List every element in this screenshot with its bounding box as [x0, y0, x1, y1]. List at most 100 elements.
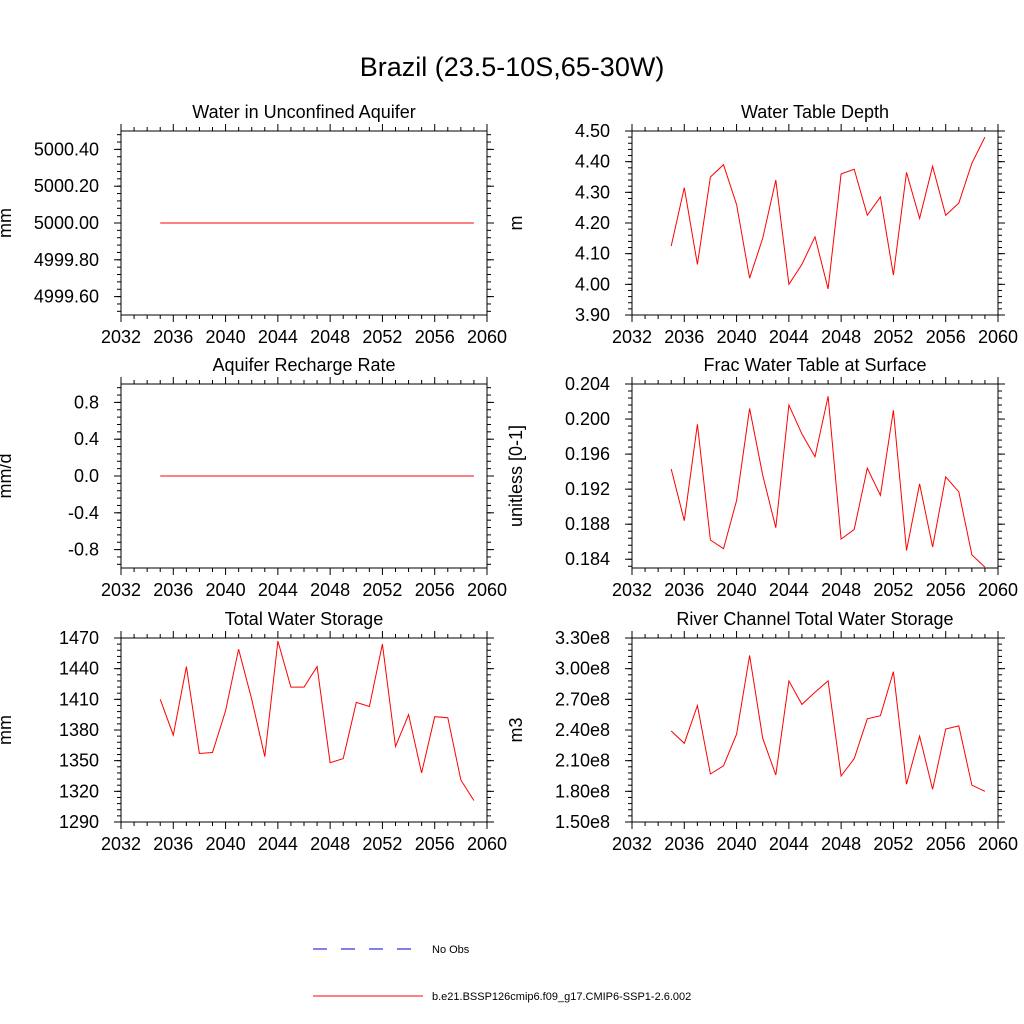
x-tick-label: 2040 — [717, 834, 757, 854]
y-tick-label: -0.4 — [68, 503, 99, 523]
x-tick-label: 2056 — [415, 327, 455, 347]
x-tick-label: 2032 — [612, 580, 652, 600]
y-tick-label: 1440 — [59, 659, 99, 679]
x-tick-label: 2056 — [926, 834, 966, 854]
y-tick-label: 0.188 — [565, 514, 610, 534]
series-line — [670, 655, 986, 792]
y-tick-label: 1.80e8 — [555, 781, 610, 801]
y-axis-label: mm — [0, 208, 15, 238]
x-tick-label: 2048 — [310, 327, 350, 347]
plot-frame — [631, 383, 999, 569]
y-tick-label: 4.00 — [575, 274, 610, 294]
x-tick-label: 2044 — [769, 327, 809, 347]
x-tick-label: 2036 — [153, 327, 193, 347]
chart-panel-3: Aquifer Recharge Rate mm/d 2032 2036 2040 204… — [0, 355, 507, 600]
x-tick-label: 2060 — [978, 834, 1018, 854]
y-tick-label: 1290 — [59, 812, 99, 832]
series-line — [670, 136, 986, 290]
y-tick-label: 4.30 — [575, 182, 610, 202]
x-tick-label: 2052 — [873, 580, 913, 600]
y-tick-label: -0.8 — [68, 540, 99, 560]
y-tick-label: 4999.60 — [34, 287, 99, 307]
panel-title: Total Water Storage — [225, 609, 383, 629]
y-tick-label: 0.204 — [565, 374, 610, 394]
x-tick-label: 2044 — [258, 834, 298, 854]
x-tick-label: 2052 — [873, 327, 913, 347]
x-tick-label: 2048 — [821, 834, 861, 854]
y-tick-label: 0.200 — [565, 409, 610, 429]
x-tick-label: 2044 — [769, 834, 809, 854]
chart-panel-4: Frac Water Table at Surface unitless [0-1… — [506, 355, 1018, 600]
y-tick-label: 1380 — [59, 720, 99, 740]
x-tick-label: 2056 — [415, 580, 455, 600]
y-tick-label: 2.70e8 — [555, 689, 610, 709]
chart-panel-1: Water in Unconfined Aquifer mm 2032 2036 204… — [0, 102, 507, 347]
y-tick-label: 5000.20 — [34, 176, 99, 196]
y-tick-label: 1320 — [59, 781, 99, 801]
y-tick-label: 1470 — [59, 628, 99, 648]
y-tick-label: 0.196 — [565, 444, 610, 464]
panel-title: Frac Water Table at Surface — [703, 355, 926, 375]
y-tick-label: 0.8 — [74, 392, 99, 412]
x-tick-label: 2036 — [153, 834, 193, 854]
x-tick-label: 2056 — [415, 834, 455, 854]
plot-frame — [631, 130, 999, 316]
x-tick-label: 2060 — [467, 327, 507, 347]
y-tick-label: 5000.00 — [34, 213, 99, 233]
x-tick-label: 2048 — [310, 580, 350, 600]
x-tick-label: 2040 — [717, 580, 757, 600]
x-tick-label: 2044 — [258, 580, 298, 600]
x-tick-label: 2040 — [206, 834, 246, 854]
x-tick-label: 2052 — [362, 580, 402, 600]
chart-panel-5: Total Water Storage mm 2032 2036 2040 2044 204… — [0, 609, 507, 854]
y-tick-label: 4.40 — [575, 152, 610, 172]
series-line — [159, 640, 475, 801]
x-tick-label: 2060 — [467, 834, 507, 854]
x-tick-label: 2032 — [101, 327, 141, 347]
y-tick-label: 2.10e8 — [555, 751, 610, 771]
y-tick-label: 1.50e8 — [555, 812, 610, 832]
panel-title: Aquifer Recharge Rate — [212, 355, 395, 375]
y-axis-label: mm/d — [0, 454, 15, 499]
x-tick-label: 2052 — [873, 834, 913, 854]
y-tick-label: 4.20 — [575, 213, 610, 233]
x-tick-label: 2032 — [101, 834, 141, 854]
y-tick-label: 0.0 — [74, 466, 99, 486]
y-axis-label: mm — [0, 715, 15, 745]
panel-title: River Channel Total Water Storage — [676, 609, 953, 629]
y-tick-label: 4.10 — [575, 244, 610, 264]
x-tick-label: 2032 — [612, 327, 652, 347]
chart-panels: Water in Unconfined Aquifer mm 2032 2036 204… — [0, 102, 1018, 854]
y-tick-label: 3.00e8 — [555, 659, 610, 679]
y-axis-label: m3 — [506, 717, 526, 742]
y-tick-label: 1350 — [59, 751, 99, 771]
x-tick-label: 2056 — [926, 327, 966, 347]
y-axis-label: unitless [0-1] — [506, 425, 526, 527]
y-tick-label: 1410 — [59, 689, 99, 709]
x-tick-label: 2032 — [612, 834, 652, 854]
y-tick-label: 0.192 — [565, 479, 610, 499]
x-tick-label: 2036 — [664, 327, 704, 347]
legend-obs-label: No Obs — [432, 944, 470, 956]
x-tick-label: 2048 — [821, 580, 861, 600]
x-tick-label: 2060 — [467, 580, 507, 600]
chart-panel-2: Water Table Depth m 2032 2036 2040 2044 2048 20… — [506, 102, 1018, 347]
x-tick-label: 2032 — [101, 580, 141, 600]
x-tick-label: 2044 — [258, 327, 298, 347]
plot-frame — [631, 637, 999, 823]
x-tick-label: 2044 — [769, 580, 809, 600]
series-line — [670, 396, 986, 568]
x-tick-label: 2060 — [978, 580, 1018, 600]
panel-title: Water Table Depth — [741, 102, 889, 122]
x-tick-label: 2036 — [153, 580, 193, 600]
y-tick-label: 5000.40 — [34, 139, 99, 159]
y-tick-label: 0.184 — [565, 549, 610, 569]
x-tick-label: 2040 — [206, 327, 246, 347]
y-tick-label: 3.30e8 — [555, 628, 610, 648]
panel-title: Water in Unconfined Aquifer — [192, 102, 415, 122]
y-tick-label: 3.90 — [575, 305, 610, 325]
x-tick-label: 2060 — [978, 327, 1018, 347]
y-tick-label: 0.4 — [74, 429, 99, 449]
x-tick-label: 2048 — [310, 834, 350, 854]
